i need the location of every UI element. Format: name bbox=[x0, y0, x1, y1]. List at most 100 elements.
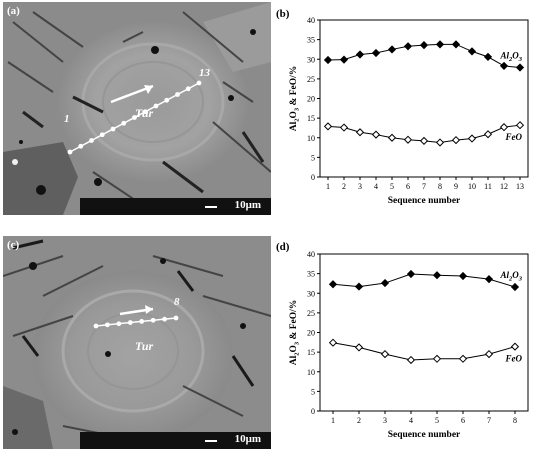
scale-bar: 10μm bbox=[80, 198, 271, 215]
data-point bbox=[355, 128, 365, 137]
y-tick-label: 30 bbox=[307, 289, 315, 298]
data-point bbox=[371, 130, 381, 139]
traverse-end-label: 13 bbox=[199, 67, 210, 79]
data-point bbox=[510, 282, 520, 292]
data-point bbox=[403, 135, 413, 144]
scale-bar-label: 10μm bbox=[234, 433, 261, 445]
traverse-c bbox=[93, 305, 179, 329]
y-tick-label: 30 bbox=[307, 55, 315, 64]
plot-frame bbox=[319, 253, 529, 412]
panel-label-b: (b) bbox=[276, 8, 290, 20]
data-point bbox=[451, 135, 461, 145]
x-tick-label: 4 bbox=[374, 182, 378, 191]
traverse-point bbox=[105, 322, 110, 328]
panel-label-d: (d) bbox=[276, 241, 290, 253]
traverse-point bbox=[196, 80, 202, 86]
traverse-point bbox=[99, 132, 105, 138]
x-tick-label: 7 bbox=[422, 182, 426, 191]
y-axis-title: Al2O3 & FeO/% bbox=[289, 300, 301, 366]
data-point bbox=[339, 55, 349, 64]
data-point bbox=[499, 61, 509, 71]
y-tick-label: 15 bbox=[307, 114, 315, 123]
data-point bbox=[515, 121, 525, 130]
x-axis-title: Sequence number bbox=[388, 430, 461, 440]
data-point bbox=[432, 271, 442, 280]
y-tick-label: 15 bbox=[307, 348, 315, 357]
data-point bbox=[515, 63, 525, 72]
y-tick-label: 35 bbox=[307, 270, 315, 279]
y-tick-label: 5 bbox=[311, 387, 315, 396]
scale-bar-line bbox=[205, 440, 217, 442]
x-tick-label: 4 bbox=[409, 416, 413, 425]
data-point bbox=[451, 40, 461, 49]
traverse-point bbox=[110, 126, 116, 132]
traverse-point bbox=[175, 92, 180, 97]
x-tick-label: 2 bbox=[342, 182, 346, 191]
data-point bbox=[354, 282, 364, 291]
mineral-label: Tur bbox=[135, 106, 154, 120]
x-tick-label: 12 bbox=[500, 182, 508, 191]
chart-d: 0 5 10 15 20 25 30 35 40 1 2 3 4 5 6 7 8 Sequence number A… bbox=[289, 250, 529, 440]
data-point bbox=[328, 338, 338, 347]
x-tick-label: 9 bbox=[454, 182, 458, 191]
y-tick-label: 25 bbox=[307, 75, 315, 84]
data-point bbox=[323, 122, 333, 131]
y-tick-label: 0 bbox=[311, 407, 315, 416]
traverse-point bbox=[153, 103, 159, 109]
sem-texture-c bbox=[3, 236, 271, 449]
traverse-point bbox=[173, 315, 179, 321]
data-point bbox=[328, 280, 338, 289]
x-tick-label: 5 bbox=[390, 182, 394, 191]
data-point bbox=[435, 138, 445, 147]
x-tick-label: 6 bbox=[406, 182, 410, 191]
scale-bar-label: 10μm bbox=[234, 199, 261, 211]
data-point bbox=[499, 123, 509, 132]
series-label: Al2O3 bbox=[499, 270, 522, 283]
x-tick-label: 5 bbox=[435, 416, 439, 425]
data-point bbox=[339, 123, 349, 132]
y-tick-label: 20 bbox=[307, 95, 315, 104]
series-label: FeO bbox=[505, 354, 523, 364]
series-label: Al2O3 bbox=[499, 50, 522, 63]
data-point bbox=[406, 269, 416, 279]
y-tick-label: 10 bbox=[307, 368, 315, 377]
traverse-point bbox=[150, 317, 156, 323]
data-point bbox=[467, 47, 477, 56]
y-tick-label: 5 bbox=[311, 153, 315, 162]
traverse-point bbox=[67, 149, 73, 155]
data-point bbox=[432, 354, 442, 363]
y-tick-label: 35 bbox=[307, 36, 315, 45]
panel-label-c: (c) bbox=[7, 239, 20, 251]
mineral-label: Tur bbox=[135, 339, 154, 353]
data-point bbox=[387, 45, 397, 54]
data-point bbox=[419, 41, 429, 50]
data-point bbox=[380, 349, 390, 359]
traverse-start-label: 1 bbox=[64, 113, 70, 125]
traverse-point bbox=[127, 320, 133, 325]
y-tick-label: 20 bbox=[307, 329, 315, 338]
x-tick-label: 1 bbox=[331, 416, 335, 425]
y-axis-title: Al2O3 & FeO/% bbox=[289, 66, 301, 132]
data-point bbox=[371, 48, 381, 58]
sem-image-c: 8 Tur 10μm (c) bbox=[3, 236, 271, 449]
data-point bbox=[403, 42, 413, 51]
data-point bbox=[406, 355, 416, 365]
data-point bbox=[387, 133, 397, 142]
traverse-a bbox=[67, 80, 202, 155]
data-point bbox=[380, 278, 390, 288]
panel-label-a: (a) bbox=[7, 5, 20, 17]
traverse-point bbox=[185, 86, 191, 92]
series-line bbox=[332, 273, 516, 288]
x-tick-label: 3 bbox=[358, 182, 362, 191]
data-point bbox=[483, 130, 493, 139]
data-point bbox=[458, 354, 468, 363]
y-tick-label: 40 bbox=[307, 250, 315, 259]
traverse-end-label: 8 bbox=[174, 296, 180, 308]
traverse-point bbox=[116, 321, 122, 327]
y-tick-label: 0 bbox=[311, 173, 315, 182]
x-tick-label: 3 bbox=[383, 416, 387, 425]
data-point bbox=[323, 55, 333, 65]
x-tick-label: 1 bbox=[326, 182, 330, 191]
y-tick-label: 40 bbox=[307, 16, 315, 25]
